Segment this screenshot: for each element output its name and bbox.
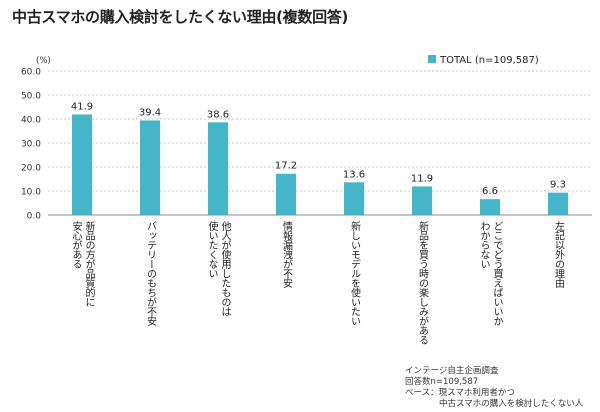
x-tick-label: 情報漏洩が不安 [281, 220, 293, 289]
y-tick-label: 50.0 [21, 92, 41, 102]
chart-title: 中古スマホの購入検討をしたくない理由(複数回答) [12, 8, 349, 26]
bar [276, 173, 296, 215]
legend-label: TOTAL (n=109,587) [439, 55, 539, 66]
source-line: ベース：現スマホ利用者かつ [405, 388, 515, 398]
source-line: 中古スマホの購入を検討したくない人 [405, 399, 584, 409]
x-tick-label: 使いたくない [206, 220, 218, 278]
source-line: 回答数n=109,587 [405, 377, 479, 387]
y-tick-label: 0.0 [27, 212, 42, 222]
x-tick-label: 安心がある [70, 220, 82, 269]
bar [480, 199, 500, 215]
bar [208, 122, 228, 215]
x-tick-label: バッテリーのもちが不安 [145, 221, 157, 327]
bar [140, 120, 160, 215]
x-tick-label: どこでどう買えばいいか [491, 221, 503, 326]
x-tick-label: 左記以外の理由 [553, 220, 565, 288]
data-label: 6.6 [482, 186, 498, 197]
data-label: 38.6 [207, 109, 229, 120]
source-line: インテージ自主企画調査 [405, 366, 499, 376]
x-tick-label: 新しいモデルを使いたい [349, 220, 361, 326]
source-note: インテージ自主企画調査 回答数n=109,587 ベース：現スマホ利用者かつ 中… [405, 366, 583, 410]
x-tick-label: わからない [478, 221, 490, 269]
data-label: 11.9 [411, 173, 433, 184]
y-tick-label: 20.0 [21, 164, 41, 174]
bar [344, 182, 364, 215]
y-tick-label: 40.0 [21, 116, 41, 126]
bar [72, 114, 92, 215]
data-label: 9.3 [550, 180, 566, 191]
y-tick-label: 10.0 [21, 188, 41, 198]
bar [412, 186, 432, 215]
legend-swatch [428, 55, 436, 63]
y-tick-label: 30.0 [21, 140, 41, 150]
y-tick-label: 60.0 [21, 68, 41, 78]
data-label: 13.6 [343, 169, 365, 180]
x-tick-label: 他人が使用したものは [219, 220, 231, 317]
x-tick-label: 新品を買う時の楽しみがある [417, 220, 429, 345]
y-unit-label: (%) [36, 56, 51, 66]
data-label: 17.2 [275, 161, 297, 172]
x-tick-label: 新品の方が品質的に [83, 220, 95, 307]
data-label: 41.9 [71, 101, 93, 112]
data-label: 39.4 [139, 107, 161, 118]
bar [548, 192, 568, 215]
